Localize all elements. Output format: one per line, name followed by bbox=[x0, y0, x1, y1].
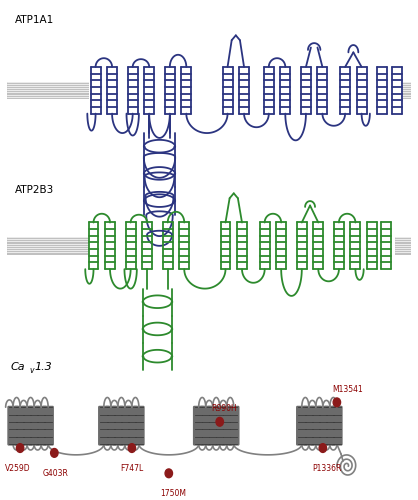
Text: G403R: G403R bbox=[43, 469, 69, 478]
Text: ATP1A1: ATP1A1 bbox=[15, 15, 54, 25]
FancyBboxPatch shape bbox=[14, 406, 26, 446]
FancyBboxPatch shape bbox=[228, 406, 240, 446]
FancyBboxPatch shape bbox=[296, 406, 308, 446]
FancyBboxPatch shape bbox=[36, 406, 47, 446]
Text: V259D: V259D bbox=[5, 464, 31, 473]
FancyBboxPatch shape bbox=[303, 406, 315, 446]
FancyBboxPatch shape bbox=[207, 406, 219, 446]
FancyBboxPatch shape bbox=[21, 406, 33, 446]
Text: ATP2B3: ATP2B3 bbox=[15, 185, 54, 195]
FancyBboxPatch shape bbox=[193, 406, 204, 446]
FancyBboxPatch shape bbox=[214, 406, 225, 446]
FancyBboxPatch shape bbox=[310, 406, 321, 446]
Text: R990H: R990H bbox=[212, 404, 237, 412]
Text: Ca: Ca bbox=[11, 362, 25, 372]
FancyBboxPatch shape bbox=[119, 406, 131, 446]
FancyBboxPatch shape bbox=[105, 406, 117, 446]
FancyBboxPatch shape bbox=[133, 406, 145, 446]
FancyBboxPatch shape bbox=[324, 406, 336, 446]
Circle shape bbox=[333, 398, 341, 406]
FancyBboxPatch shape bbox=[28, 406, 40, 446]
Text: 1.3: 1.3 bbox=[35, 362, 53, 372]
Text: M13541: M13541 bbox=[333, 385, 364, 394]
FancyBboxPatch shape bbox=[401, 82, 411, 99]
Text: 1750M: 1750M bbox=[160, 489, 186, 498]
FancyBboxPatch shape bbox=[7, 237, 89, 254]
FancyBboxPatch shape bbox=[126, 406, 138, 446]
FancyBboxPatch shape bbox=[42, 406, 54, 446]
Circle shape bbox=[216, 418, 224, 426]
FancyBboxPatch shape bbox=[317, 406, 329, 446]
Text: v: v bbox=[30, 366, 34, 375]
Circle shape bbox=[51, 448, 58, 458]
Text: F747L: F747L bbox=[120, 464, 143, 473]
FancyBboxPatch shape bbox=[112, 406, 124, 446]
FancyBboxPatch shape bbox=[331, 406, 343, 446]
FancyBboxPatch shape bbox=[200, 406, 212, 446]
FancyBboxPatch shape bbox=[7, 82, 89, 99]
FancyBboxPatch shape bbox=[7, 406, 19, 446]
Circle shape bbox=[16, 444, 24, 452]
FancyBboxPatch shape bbox=[98, 406, 110, 446]
Circle shape bbox=[165, 469, 173, 478]
Circle shape bbox=[128, 444, 135, 452]
FancyBboxPatch shape bbox=[221, 406, 232, 446]
FancyBboxPatch shape bbox=[395, 237, 411, 254]
Circle shape bbox=[319, 444, 326, 452]
Text: P1336R: P1336R bbox=[312, 464, 342, 473]
